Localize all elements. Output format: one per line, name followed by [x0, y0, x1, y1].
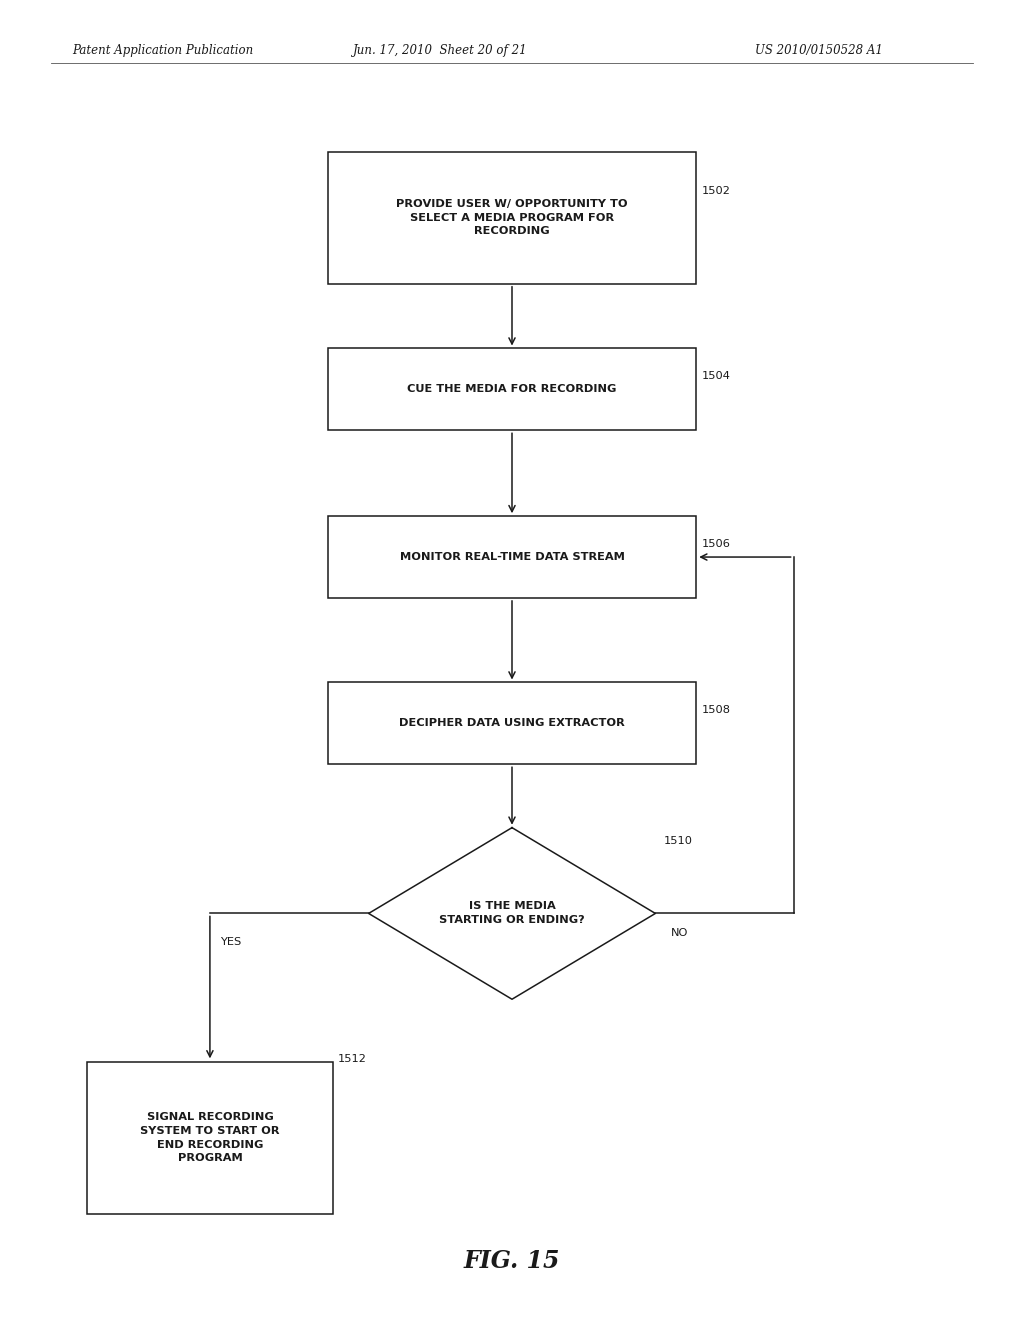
Text: IS THE MEDIA
STARTING OR ENDING?: IS THE MEDIA STARTING OR ENDING? [439, 902, 585, 925]
Text: Patent Application Publication: Patent Application Publication [72, 44, 253, 57]
Text: MONITOR REAL-TIME DATA STREAM: MONITOR REAL-TIME DATA STREAM [399, 552, 625, 562]
Bar [87, 1061, 333, 1214]
Text: DECIPHER DATA USING EXTRACTOR: DECIPHER DATA USING EXTRACTOR [399, 718, 625, 729]
Text: Jun. 17, 2010  Sheet 20 of 21: Jun. 17, 2010 Sheet 20 of 21 [353, 44, 527, 57]
Bar [328, 348, 696, 430]
Text: 1508: 1508 [701, 705, 730, 715]
Text: 1510: 1510 [664, 836, 692, 846]
Text: 1506: 1506 [701, 539, 730, 549]
Bar [328, 516, 696, 598]
Text: US 2010/0150528 A1: US 2010/0150528 A1 [756, 44, 883, 57]
Text: 1504: 1504 [701, 371, 730, 381]
Text: SIGNAL RECORDING
SYSTEM TO START OR
END RECORDING
PROGRAM: SIGNAL RECORDING SYSTEM TO START OR END … [140, 1113, 280, 1163]
Bar [328, 152, 696, 284]
Text: YES: YES [220, 937, 242, 948]
Text: PROVIDE USER W/ OPPORTUNITY TO
SELECT A MEDIA PROGRAM FOR
RECORDING: PROVIDE USER W/ OPPORTUNITY TO SELECT A … [396, 199, 628, 236]
Text: FIG. 15: FIG. 15 [464, 1249, 560, 1272]
Text: 1512: 1512 [338, 1053, 367, 1064]
Text: NO: NO [671, 928, 688, 939]
Text: 1502: 1502 [701, 186, 730, 197]
Bar [328, 682, 696, 764]
Text: CUE THE MEDIA FOR RECORDING: CUE THE MEDIA FOR RECORDING [408, 384, 616, 395]
